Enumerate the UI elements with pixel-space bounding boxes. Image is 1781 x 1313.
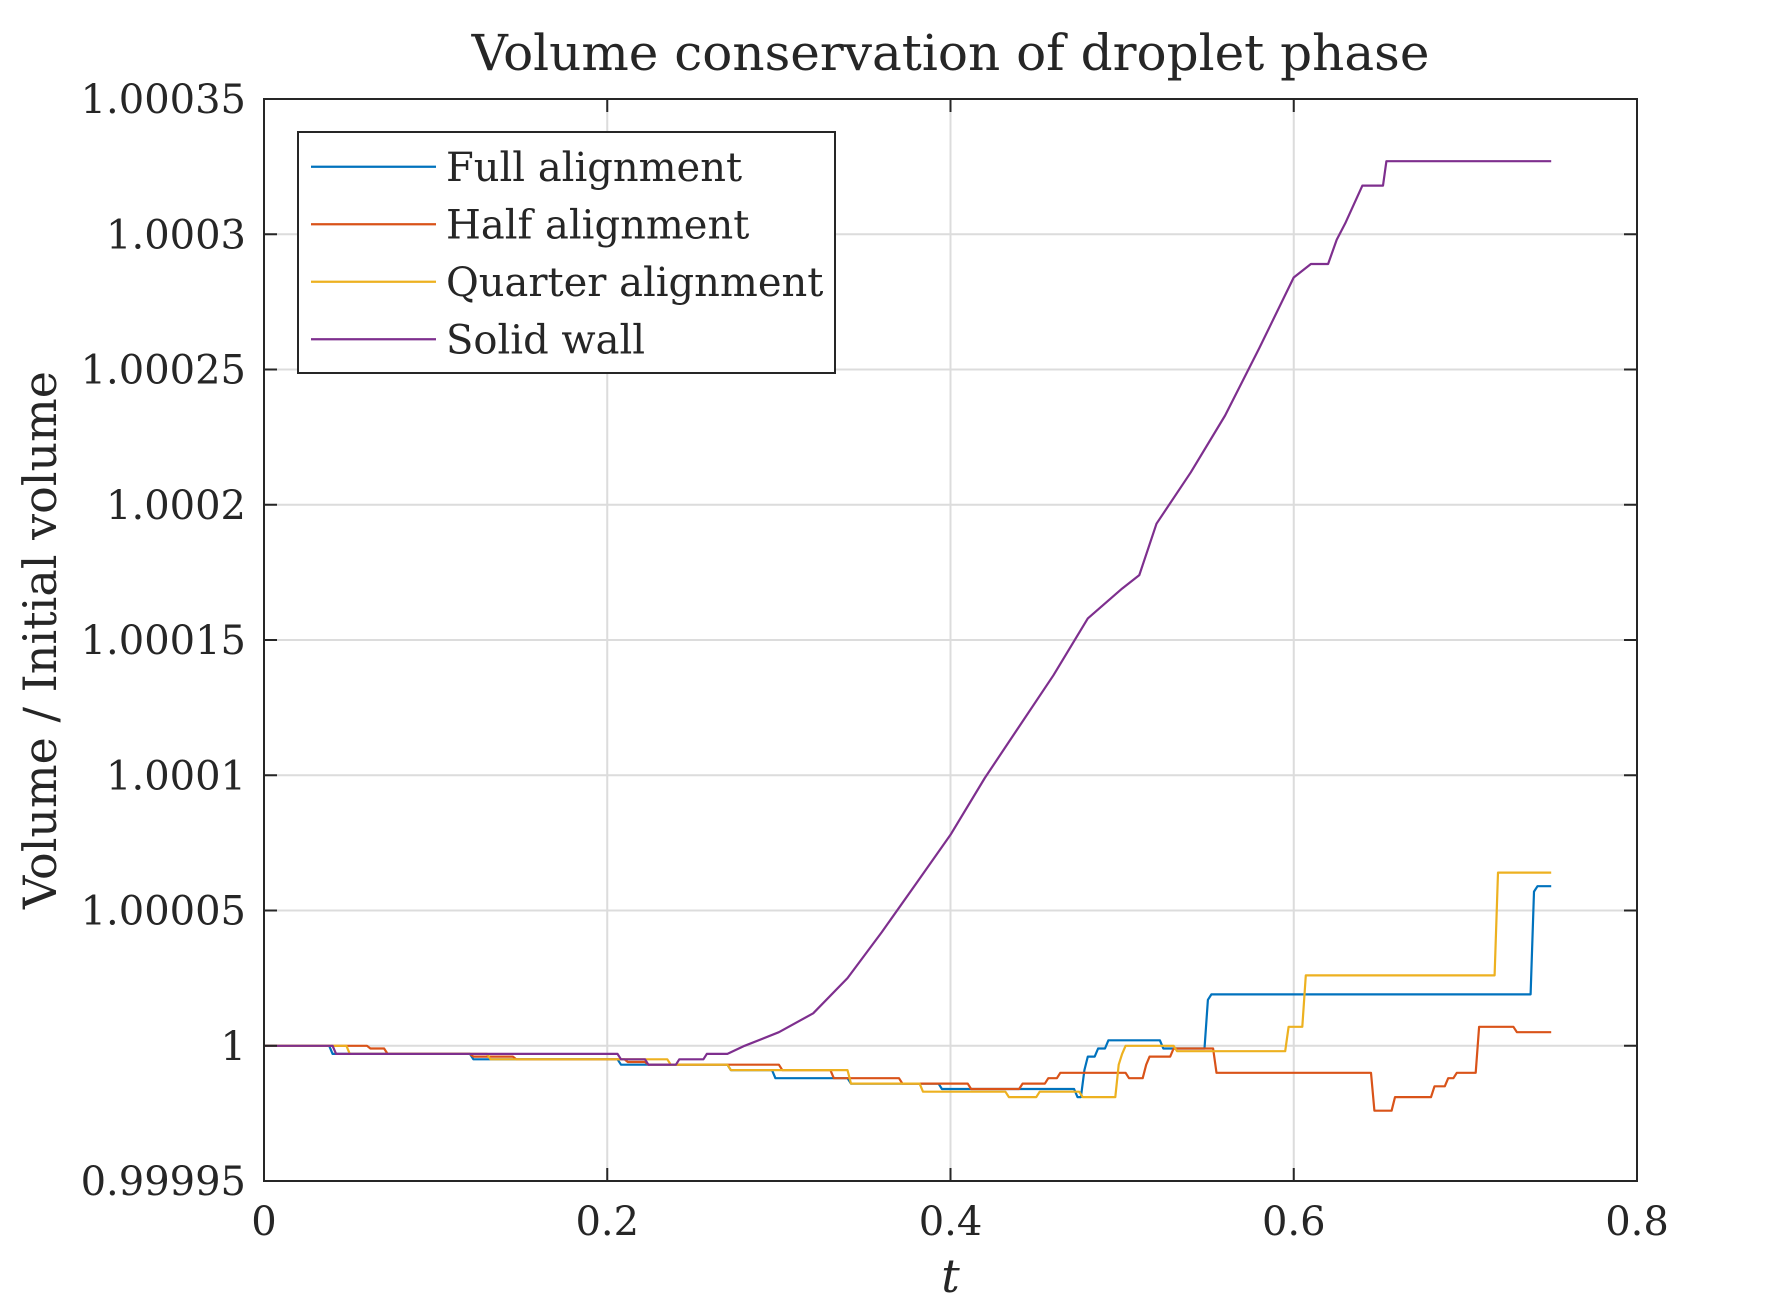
y-tick-label: 1.0003 bbox=[106, 212, 246, 258]
x-tick-label: 0.2 bbox=[575, 1199, 639, 1245]
x-tick-label: 0.4 bbox=[919, 1199, 983, 1245]
series-lines bbox=[264, 160, 1552, 1112]
x-tick-label: 0.8 bbox=[1605, 1199, 1669, 1245]
y-tick-label: 1.00005 bbox=[81, 889, 246, 935]
y-tick-label: 1.00025 bbox=[81, 348, 246, 394]
legend-label-solid-wall: Solid wall bbox=[446, 317, 645, 363]
y-tick-label: 1.00035 bbox=[81, 77, 246, 123]
legend-box bbox=[297, 131, 836, 374]
legend-label-quarter-alignment: Quarter alignment bbox=[446, 260, 823, 306]
legend: Full alignment Half alignment Quarter alig… bbox=[297, 131, 836, 374]
x-tick-label: 0.6 bbox=[1262, 1199, 1326, 1245]
legend-label-half-alignment: Half alignment bbox=[446, 202, 749, 248]
x-tick-label: 0 bbox=[251, 1199, 276, 1245]
y-tick-label: 0.99995 bbox=[81, 1159, 246, 1205]
series-line-half-alignment bbox=[264, 1025, 1552, 1112]
axis-ticks: 0 0.2 0.4 0.6 0.8 0.99995 1 1.00005 1.0001 1.0001… bbox=[81, 77, 1669, 1245]
y-tick-label: 1.0001 bbox=[106, 753, 246, 799]
legend-label-full-alignment: Full alignment bbox=[446, 145, 742, 191]
y-tick-label: 1.00015 bbox=[81, 618, 246, 664]
y-tick-label: 1.0002 bbox=[106, 483, 246, 529]
series-line-quarter-alignment bbox=[264, 871, 1552, 1099]
series-line-solid-wall bbox=[264, 160, 1552, 1066]
y-axis-label: Volume / Initial volume bbox=[13, 371, 67, 910]
x-axis-label: t bbox=[941, 1249, 960, 1303]
series-line-full-alignment bbox=[264, 885, 1552, 1099]
chart-title: Volume conservation of droplet phase bbox=[471, 24, 1430, 82]
y-tick-label: 1 bbox=[221, 1024, 246, 1070]
